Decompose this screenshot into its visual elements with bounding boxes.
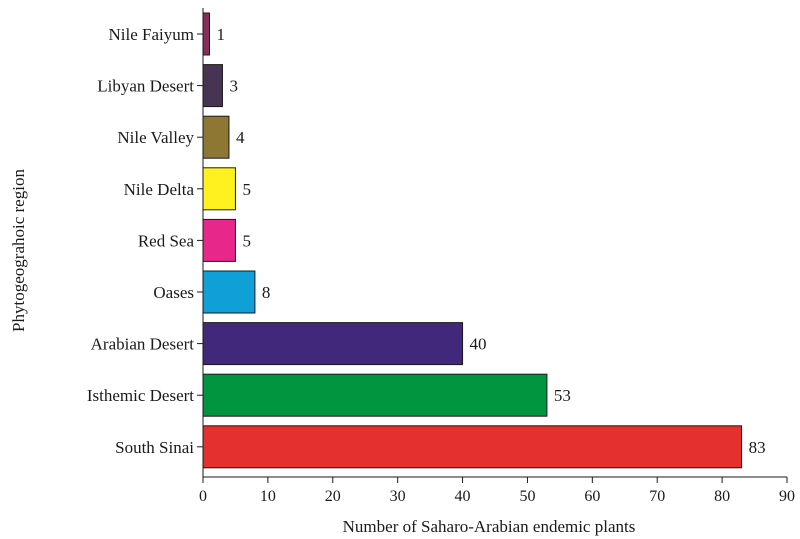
x-tick-label-50: 50 — [519, 488, 535, 505]
axes-layer — [202, 8, 787, 478]
x-axis-title: Number of Saharo-Arabian endemic plants — [343, 517, 636, 536]
category-label-red-sea: Red Sea — [138, 231, 195, 250]
x-ticks-layer: 0 10 20 30 40 50 60 70 80 90 — [199, 477, 795, 505]
bar-arabian-desert — [202, 322, 464, 366]
bar-oases — [202, 270, 256, 314]
data-label-isthemic-desert: 53 — [554, 386, 571, 405]
category-label-isthemic-desert: Isthemic Desert — [87, 386, 194, 405]
bar-nile-valley — [202, 115, 230, 159]
x-tick-label-10: 10 — [260, 488, 276, 505]
data-label-south-sinai: 83 — [749, 438, 766, 457]
x-tick-label-30: 30 — [390, 488, 406, 505]
x-tick-label-60: 60 — [584, 488, 600, 505]
category-label-nile-delta: Nile Delta — [124, 180, 195, 199]
category-label-south-sinai: South Sinai — [115, 438, 194, 457]
category-label-libyan-desert: Libyan Desert — [97, 77, 194, 96]
data-label-oases: 8 — [262, 283, 271, 302]
data-labels-layer: 1 3 4 5 5 8 40 53 83 — [216, 25, 765, 457]
bar-nile-delta — [202, 167, 236, 211]
data-label-nile-delta: 5 — [242, 180, 251, 199]
x-tick-label-20: 20 — [325, 488, 341, 505]
data-label-nile-faiyum: 1 — [216, 25, 225, 44]
category-label-arabian-desert: Arabian Desert — [91, 335, 195, 354]
bar-south-sinai — [202, 425, 743, 469]
data-label-nile-valley: 4 — [236, 128, 245, 147]
x-tick-label-90: 90 — [779, 488, 795, 505]
category-label-nile-valley: Nile Valley — [117, 128, 194, 147]
bars-layer — [202, 12, 743, 469]
data-label-red-sea: 5 — [242, 231, 251, 250]
category-labels-layer: Nile Faiyum Libyan Desert Nile Valley Nile … — [87, 25, 203, 457]
x-tick-label-0: 0 — [199, 488, 207, 505]
x-tick-label-40: 40 — [455, 488, 471, 505]
bar-libyan-desert — [202, 64, 223, 108]
x-tick-label-80: 80 — [714, 488, 730, 505]
bar-red-sea — [202, 218, 236, 262]
y-axis-title: Phytogeograhoic region — [9, 169, 28, 332]
category-label-oases: Oases — [153, 283, 194, 302]
data-label-libyan-desert: 3 — [229, 77, 238, 96]
data-label-arabian-desert: 40 — [470, 335, 487, 354]
bar-nile-faiyum — [202, 12, 210, 56]
bar-isthemic-desert — [202, 373, 548, 417]
category-label-nile-faiyum: Nile Faiyum — [109, 25, 194, 44]
x-tick-label-70: 70 — [649, 488, 665, 505]
